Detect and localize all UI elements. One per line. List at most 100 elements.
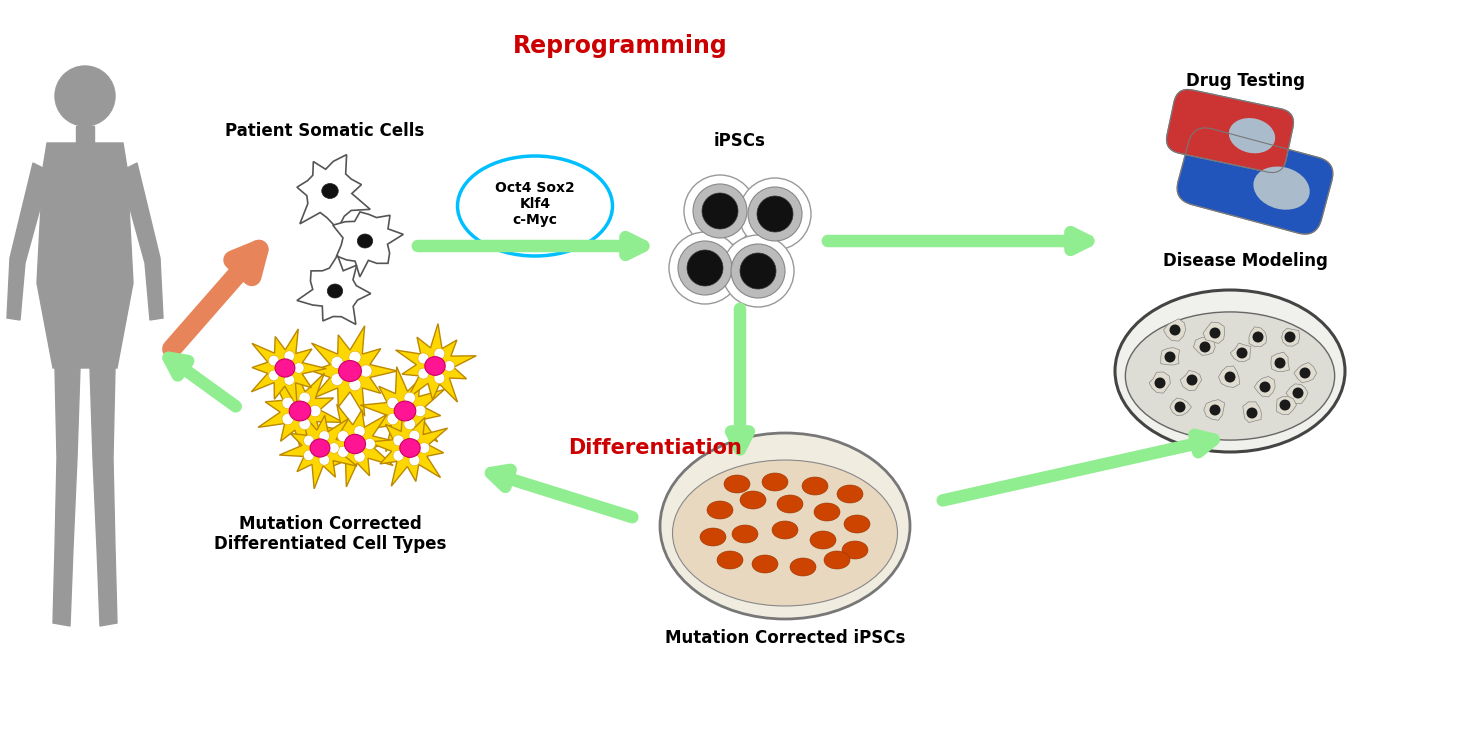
Circle shape <box>392 450 404 461</box>
Circle shape <box>404 392 416 404</box>
Circle shape <box>269 370 279 381</box>
Circle shape <box>1236 347 1248 358</box>
Ellipse shape <box>344 434 366 453</box>
Circle shape <box>404 418 416 430</box>
Ellipse shape <box>844 515 870 533</box>
Circle shape <box>387 414 398 425</box>
Polygon shape <box>123 163 163 320</box>
Ellipse shape <box>672 460 898 606</box>
Ellipse shape <box>328 284 343 298</box>
Circle shape <box>331 373 343 386</box>
Circle shape <box>757 196 792 232</box>
Ellipse shape <box>814 503 839 521</box>
Polygon shape <box>7 163 47 320</box>
Polygon shape <box>1161 347 1179 365</box>
Ellipse shape <box>772 521 798 539</box>
Ellipse shape <box>825 551 850 569</box>
Polygon shape <box>1164 319 1186 341</box>
Circle shape <box>419 442 429 453</box>
Ellipse shape <box>753 555 778 573</box>
Circle shape <box>1170 325 1180 336</box>
Polygon shape <box>312 404 392 487</box>
Circle shape <box>319 431 329 442</box>
Circle shape <box>678 241 732 295</box>
Ellipse shape <box>803 477 828 495</box>
Ellipse shape <box>425 357 445 375</box>
Polygon shape <box>1272 352 1289 372</box>
Polygon shape <box>395 324 476 402</box>
Polygon shape <box>1254 377 1274 397</box>
Ellipse shape <box>394 401 416 421</box>
Ellipse shape <box>338 361 362 381</box>
Polygon shape <box>37 143 132 368</box>
Circle shape <box>1260 381 1270 392</box>
Circle shape <box>1247 408 1257 419</box>
Polygon shape <box>259 373 344 456</box>
Circle shape <box>348 378 362 391</box>
Ellipse shape <box>836 485 863 503</box>
Circle shape <box>269 355 279 366</box>
Circle shape <box>1154 378 1166 389</box>
Circle shape <box>434 373 445 383</box>
Polygon shape <box>1202 322 1225 344</box>
Text: Mutation Corrected iPSCs: Mutation Corrected iPSCs <box>664 629 906 647</box>
Circle shape <box>686 250 723 286</box>
Ellipse shape <box>810 531 836 549</box>
Circle shape <box>354 451 365 462</box>
Ellipse shape <box>761 473 788 491</box>
Circle shape <box>444 361 454 372</box>
Circle shape <box>329 443 340 453</box>
Circle shape <box>1274 358 1285 369</box>
Circle shape <box>348 351 362 364</box>
Ellipse shape <box>1126 312 1335 440</box>
Text: Drug Testing: Drug Testing <box>1185 72 1304 90</box>
Ellipse shape <box>707 501 734 519</box>
Circle shape <box>392 435 404 446</box>
Polygon shape <box>1294 363 1317 383</box>
Circle shape <box>417 368 429 379</box>
Text: Reprogramming: Reprogramming <box>513 34 728 58</box>
Ellipse shape <box>725 475 750 493</box>
Ellipse shape <box>400 439 420 457</box>
Circle shape <box>434 348 445 359</box>
Circle shape <box>360 365 372 377</box>
Circle shape <box>692 184 747 238</box>
Circle shape <box>284 351 294 361</box>
Polygon shape <box>90 368 118 626</box>
Circle shape <box>1164 352 1176 363</box>
Circle shape <box>309 406 320 417</box>
Circle shape <box>319 455 329 465</box>
Circle shape <box>739 253 776 289</box>
Text: Oct4 Sox2
Klf4
c-Myc: Oct4 Sox2 Klf4 c-Myc <box>495 181 575 227</box>
Circle shape <box>669 232 741 304</box>
Text: Differentiation: Differentiation <box>567 438 742 458</box>
Polygon shape <box>1230 343 1251 361</box>
Circle shape <box>365 439 375 450</box>
Text: Patient Somatic Cells: Patient Somatic Cells <box>225 122 425 140</box>
Ellipse shape <box>700 528 726 546</box>
Circle shape <box>1175 402 1185 412</box>
Circle shape <box>1279 400 1291 411</box>
Polygon shape <box>53 368 79 626</box>
FancyBboxPatch shape <box>1167 90 1294 172</box>
Polygon shape <box>76 126 94 143</box>
Circle shape <box>54 66 115 126</box>
Polygon shape <box>1170 398 1191 416</box>
Circle shape <box>284 375 294 385</box>
Ellipse shape <box>660 433 910 619</box>
Circle shape <box>415 406 426 417</box>
Circle shape <box>1225 372 1235 383</box>
Polygon shape <box>1219 366 1239 387</box>
Text: Mutation Corrected
Differentiated Cell Types: Mutation Corrected Differentiated Cell T… <box>213 514 447 553</box>
Circle shape <box>417 353 429 364</box>
Polygon shape <box>1150 372 1170 393</box>
Ellipse shape <box>1229 118 1274 153</box>
Circle shape <box>703 193 738 229</box>
Polygon shape <box>297 255 370 325</box>
Polygon shape <box>1204 400 1225 420</box>
Circle shape <box>1292 387 1304 398</box>
Circle shape <box>1210 328 1220 339</box>
Polygon shape <box>1276 396 1297 414</box>
Circle shape <box>338 431 348 442</box>
FancyBboxPatch shape <box>1177 128 1333 234</box>
